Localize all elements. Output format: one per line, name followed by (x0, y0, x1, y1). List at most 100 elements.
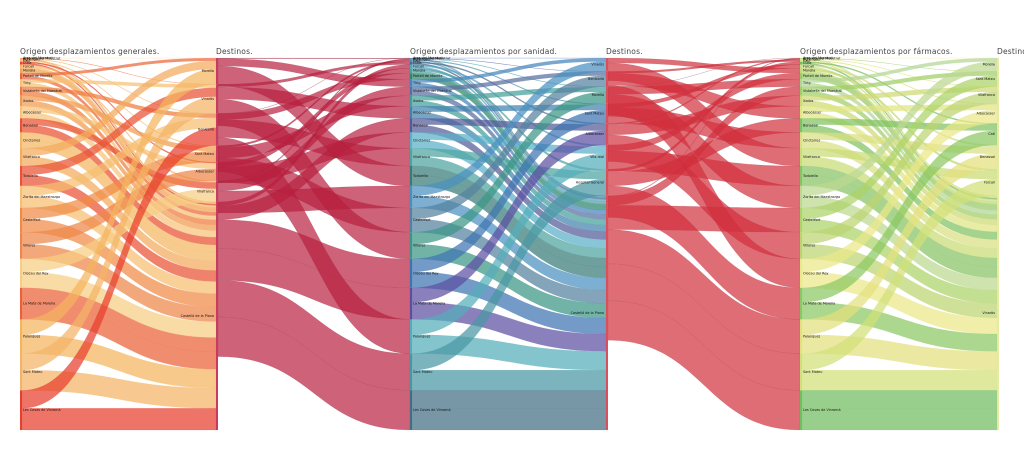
origin-node (410, 61, 412, 65)
origin-label: Villores (413, 244, 426, 248)
origin-node (410, 390, 412, 430)
origin-node (410, 58, 412, 59)
origin-label: Les Coves de Vinromà (23, 408, 61, 412)
origin-label: Tírig (22, 81, 31, 85)
origin-node (20, 353, 22, 391)
origin-node (410, 58, 412, 60)
origin-label: Cinctorres (803, 138, 820, 142)
origin-node (410, 185, 412, 208)
origin-label: Albocàsser (413, 110, 432, 114)
origin-label: Todolella (802, 174, 818, 178)
origin-label: Albocàsser (803, 110, 822, 114)
origin-label: Culla (413, 61, 421, 65)
origin-label: Catí (23, 59, 31, 63)
origin-label: Palanques (413, 334, 431, 338)
origin-label: Tírig (412, 81, 421, 85)
destination-node (606, 195, 608, 430)
destination-label: Catí (988, 132, 996, 136)
origin-label: Cinctorres (413, 138, 430, 142)
origin-label: Ares del Maestrat (413, 56, 443, 60)
origin-label: Castellfort (803, 218, 821, 222)
origin-node (800, 287, 802, 320)
origin-node (800, 59, 802, 62)
flow (801, 369, 998, 391)
panel-title: Origen desplazamientos generales. (20, 47, 159, 56)
origin-node (20, 79, 22, 87)
panel-title: Origen desplazamientos por fármacos. (800, 47, 953, 56)
origin-node (20, 86, 22, 96)
origin-node (410, 287, 412, 320)
origin-label: Vistabella del Maestrat (23, 89, 63, 93)
destination-label: Albocàsser (977, 111, 996, 115)
origin-node (800, 258, 802, 288)
origin-node (20, 61, 22, 65)
destination-label: Sant Mateu (585, 111, 604, 115)
origin-node (410, 68, 412, 74)
origin-label: Tírig (802, 81, 811, 85)
origin-label: Benafigos (23, 57, 40, 61)
origin-label: Morella (23, 69, 35, 73)
destination-label: Vinaròs (201, 97, 214, 101)
destination-label: Sant Mateu (976, 77, 995, 81)
link-flow (217, 57, 411, 59)
origin-label: Castellfort (413, 218, 431, 222)
origin-node (20, 287, 22, 320)
origin-node (20, 58, 22, 59)
origin-label: Vilafranca (23, 155, 40, 159)
destination-label: Benicarló (198, 127, 214, 131)
destination-label: Benassal (980, 155, 995, 159)
origin-label: Morella (803, 69, 815, 73)
origin-label: Benassal (413, 123, 428, 127)
destination-node (606, 58, 608, 72)
origin-label: Forcall (23, 64, 34, 68)
panel-title: Origen desplazamientos por sanidad. (410, 47, 557, 56)
origin-label: Olocau del Rey (803, 271, 828, 275)
origin-label: Ares del Maestrat (803, 56, 833, 60)
destination-node (606, 71, 608, 87)
origin-label: Xodos (23, 99, 34, 103)
origin-label: Olocau del Rey (23, 271, 48, 275)
origin-node (410, 95, 412, 107)
origin-label: Vistabella del Maestrat (413, 89, 453, 93)
origin-label: La Mata de Morella (413, 302, 445, 306)
origin-node (800, 148, 802, 167)
origin-node (800, 73, 802, 80)
origin-label: Palanques (23, 334, 41, 338)
origin-node (410, 353, 412, 391)
origin-node (410, 79, 412, 87)
origin-node (800, 118, 802, 133)
origin-node (800, 86, 802, 96)
origin-node (410, 207, 412, 233)
origin-node (410, 73, 412, 80)
flow (411, 369, 607, 391)
origin-node (410, 59, 412, 62)
origin-node (410, 166, 412, 186)
origin-node (20, 106, 22, 119)
destination-node (997, 195, 999, 430)
flow (801, 390, 998, 409)
origin-label: Palanques (803, 334, 821, 338)
destination-label: Albocàsser (196, 169, 215, 173)
destination-label: Castelló de la Plana (571, 311, 604, 315)
origin-node (800, 353, 802, 391)
origin-label: Catí (413, 59, 421, 63)
origin-label: Xodos (413, 99, 424, 103)
panel-title: Destinos. (997, 47, 1024, 56)
origin-label: Zorita del Maestrazgo (803, 195, 840, 199)
origin-node (800, 64, 802, 69)
origin-node (20, 64, 22, 69)
destination-node (216, 58, 218, 85)
destination-node (216, 201, 218, 430)
origin-node (20, 319, 22, 354)
destination-label: Albocàsser (586, 132, 605, 136)
destination-node (216, 145, 218, 163)
origin-node (20, 58, 22, 60)
origin-label: Morella (413, 69, 425, 73)
destination-label: Morella (592, 93, 604, 97)
origin-node (800, 166, 802, 186)
origin-label: Villores (23, 244, 36, 248)
origin-node (20, 132, 22, 149)
origin-label: Todolella (412, 174, 428, 178)
destination-node (997, 103, 999, 124)
